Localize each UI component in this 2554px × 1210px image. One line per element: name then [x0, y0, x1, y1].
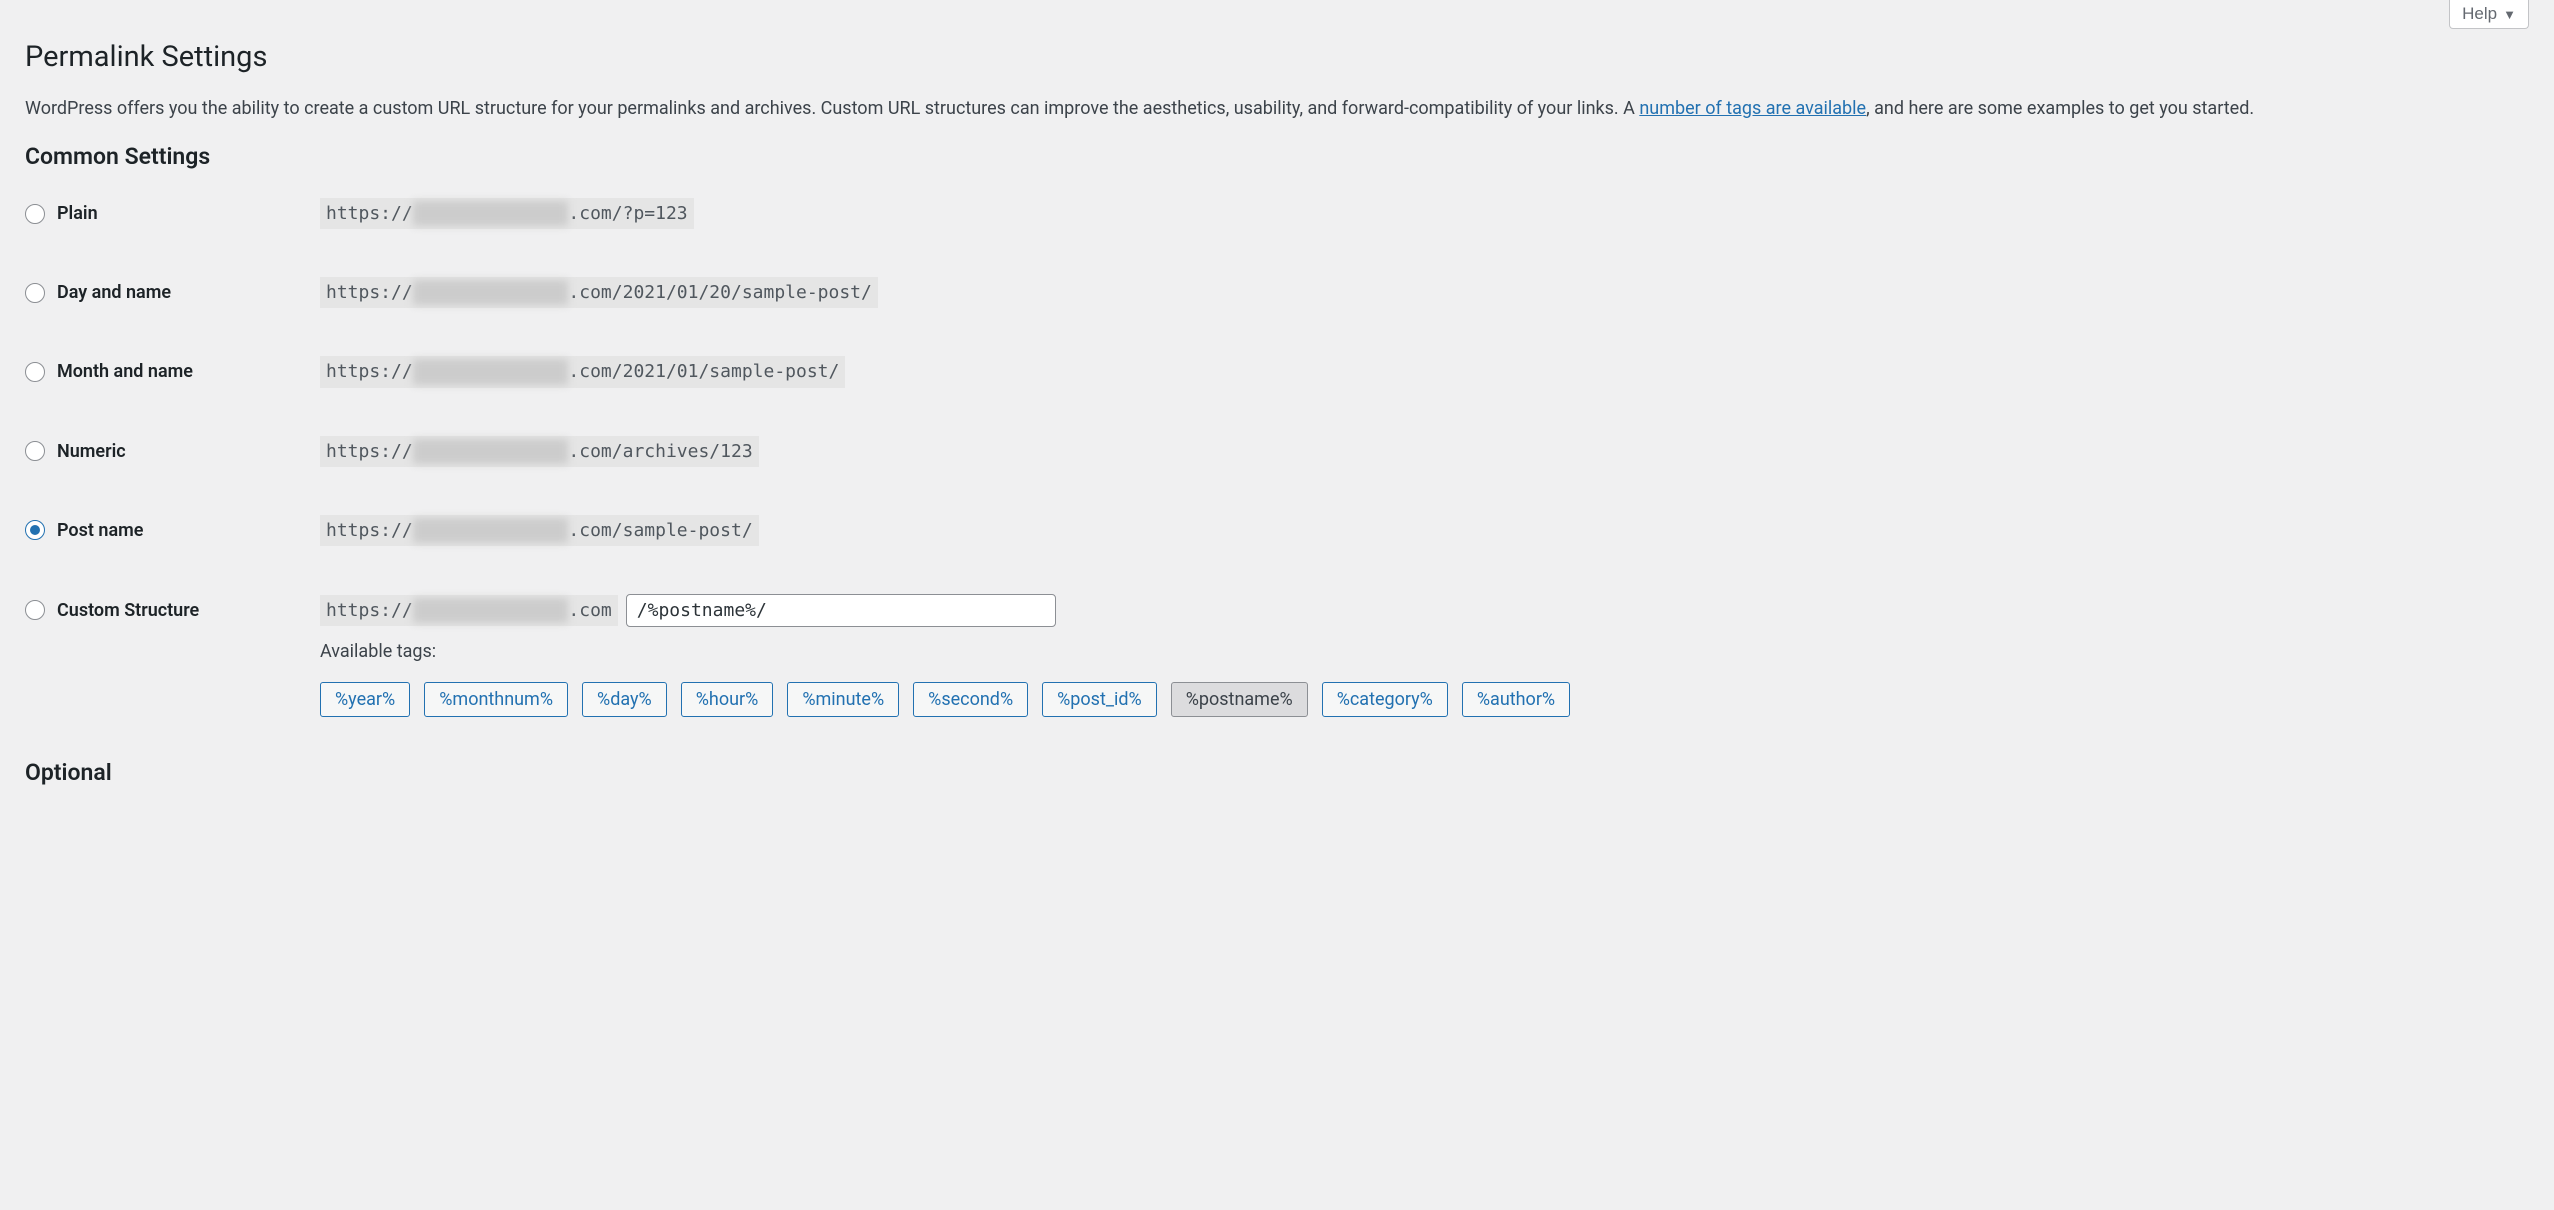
tag-button-year[interactable]: %year% [320, 682, 410, 717]
tag-button-minute[interactable]: %minute% [787, 682, 899, 717]
settings-row-month_name: Month and name https://xxxxxxxxxxxxxx.com… [25, 356, 2529, 387]
example-url-day_name: https://xxxxxxxxxxxxxx.com/2021/01/20/sa… [320, 277, 878, 308]
help-button[interactable]: Help ▼ [2449, 0, 2529, 29]
example-url-plain: https://xxxxxxxxxxxxxx.com/?p=123 [320, 198, 694, 229]
settings-row-numeric: Numeric https://xxxxxxxxxxxxxx.com/archiv… [25, 436, 2529, 467]
common-settings-heading: Common Settings [25, 141, 2529, 173]
custom-structure-row: Custom Structure https://xxxxxxxxxxxxxx.… [25, 594, 2529, 627]
tag-button-author[interactable]: %author% [1462, 682, 1570, 717]
chevron-down-icon: ▼ [2503, 7, 2516, 22]
tag-button-postname[interactable]: %postname% [1171, 682, 1308, 717]
example-url-post_name: https://xxxxxxxxxxxxxx.com/sample-post/ [320, 515, 759, 546]
tag-button-hour[interactable]: %hour% [681, 682, 774, 717]
radio-label-post_name[interactable]: Post name [57, 518, 143, 543]
example-url-numeric: https://xxxxxxxxxxxxxx.com/archives/123 [320, 436, 759, 467]
intro-text-post: , and here are some examples to get you … [1866, 98, 2254, 119]
tag-button-post_id[interactable]: %post_id% [1042, 682, 1157, 717]
example-url-month_name: https://xxxxxxxxxxxxxx.com/2021/01/sampl… [320, 356, 845, 387]
available-tags-row: %year% %monthnum% %day% %hour% %minute% %seco… [320, 682, 2529, 717]
tag-button-day[interactable]: %day% [582, 682, 667, 717]
intro-paragraph: WordPress offers you the ability to crea… [25, 96, 2529, 121]
radio-day_name[interactable] [25, 283, 45, 303]
radio-numeric[interactable] [25, 441, 45, 461]
intro-text-pre: WordPress offers you the ability to crea… [25, 98, 1639, 119]
custom-structure-prefix: https://xxxxxxxxxxxxxx.com [320, 595, 618, 626]
radio-label-numeric[interactable]: Numeric [57, 439, 126, 464]
radio-plain[interactable] [25, 204, 45, 224]
radio-custom-structure[interactable] [25, 600, 45, 620]
settings-row-post_name: Post name https://xxxxxxxxxxxxxx.com/samp… [25, 515, 2529, 546]
radio-label-custom-structure[interactable]: Custom Structure [57, 598, 199, 623]
page-title: Permalink Settings [25, 37, 2529, 78]
tag-button-monthnum[interactable]: %monthnum% [424, 682, 568, 717]
radio-label-plain[interactable]: Plain [57, 201, 98, 226]
radio-post_name[interactable] [25, 520, 45, 540]
available-tags-label: Available tags: [320, 639, 2529, 664]
radio-month_name[interactable] [25, 362, 45, 382]
radio-label-day_name[interactable]: Day and name [57, 280, 171, 305]
help-button-label: Help [2462, 4, 2497, 24]
tag-button-category[interactable]: %category% [1322, 682, 1448, 717]
tag-button-second[interactable]: %second% [913, 682, 1028, 717]
radio-label-month_name[interactable]: Month and name [57, 359, 193, 384]
custom-structure-input[interactable] [626, 594, 1056, 627]
optional-heading: Optional [25, 757, 2529, 789]
settings-row-day_name: Day and name https://xxxxxxxxxxxxxx.com/2… [25, 277, 2529, 308]
settings-row-plain: Plain https://xxxxxxxxxxxxxx.com/?p=123 [25, 198, 2529, 229]
tags-available-link[interactable]: number of tags are available [1639, 98, 1866, 119]
